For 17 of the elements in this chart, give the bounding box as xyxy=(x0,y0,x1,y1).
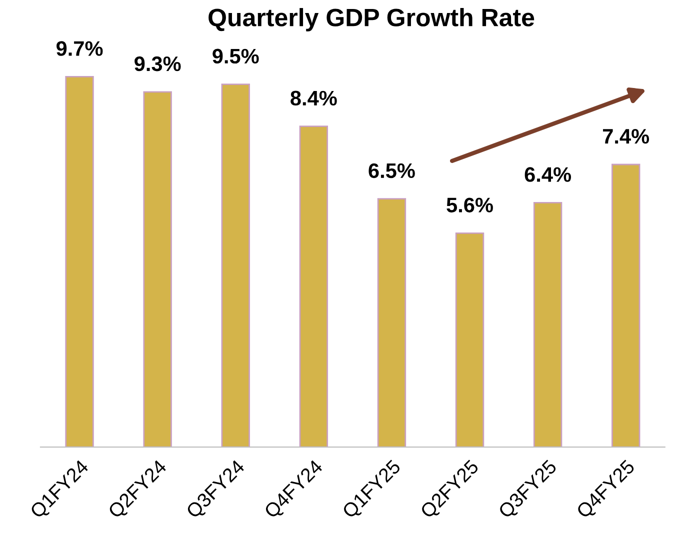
bar xyxy=(612,164,640,448)
bar xyxy=(221,84,250,448)
chart-title: Quarterly GDP Growth Rate xyxy=(208,8,534,32)
bar xyxy=(143,91,172,448)
bar xyxy=(533,202,562,448)
bar xyxy=(299,126,328,448)
bar xyxy=(455,232,484,448)
data-label: 6.4% xyxy=(524,167,571,182)
data-label: 8.4% xyxy=(290,90,337,106)
data-label: 5.6% xyxy=(446,198,493,212)
data-label: 9.7% xyxy=(56,41,103,56)
data-label: 9.5% xyxy=(212,48,259,64)
data-label: 9.3% xyxy=(134,56,181,72)
data-label: 6.5% xyxy=(368,163,415,178)
bar xyxy=(377,198,406,448)
bar xyxy=(65,76,94,448)
data-label: 7.4% xyxy=(603,129,650,144)
